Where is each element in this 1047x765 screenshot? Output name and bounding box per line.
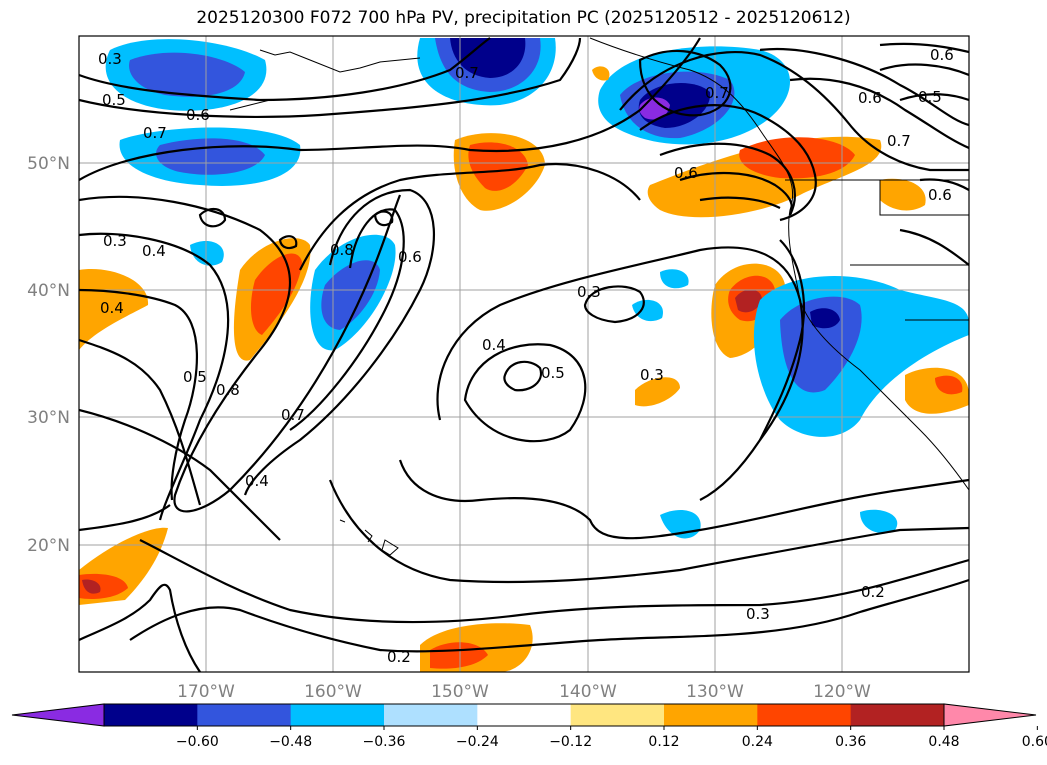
- shade-nw-darkblue: [129, 52, 245, 97]
- lon-axis-labels: 170°W 160°W 150°W 140°W 130°W 120°W: [177, 682, 871, 702]
- shade-n-red: [468, 142, 528, 191]
- shade-coast-dark: [780, 296, 862, 393]
- contour-label: 0.6: [674, 164, 698, 182]
- lat-label: 50°N: [27, 154, 70, 174]
- colorbar-frame: [103, 703, 945, 727]
- shade-nw2-dark: [156, 138, 265, 175]
- lat-label: 30°N: [27, 408, 70, 428]
- lon-label: 130°W: [686, 682, 744, 702]
- colorbar-label: −0.60: [176, 734, 219, 750]
- colorbar-label: 0.36: [835, 734, 866, 750]
- colorbar-swatch: [197, 704, 292, 726]
- colorbar-label: −0.36: [363, 734, 406, 750]
- contour-label: 0.5: [541, 364, 565, 382]
- lon-label: 140°W: [559, 682, 617, 702]
- contour-label: 0.6: [928, 186, 952, 204]
- contour-label: 0.4: [482, 336, 506, 354]
- shade-sw-darkred: [82, 579, 101, 594]
- colorbar-swatch: [757, 704, 852, 726]
- colorbar-swatch: [850, 704, 945, 726]
- shade-s-blue2: [860, 509, 898, 534]
- contour-label: 0.3: [98, 50, 122, 68]
- pv-contours: [79, 37, 969, 672]
- colorbar-label: −0.48: [269, 734, 312, 750]
- colorbar-label: 0.12: [648, 734, 679, 750]
- contour-label: 0.3: [103, 232, 127, 250]
- shade-w-blue: [190, 241, 224, 266]
- shade-n-deep: [450, 38, 526, 78]
- colorbar-swatch: [664, 704, 758, 726]
- contour-label: 0.3: [577, 283, 601, 301]
- shade-mid-orange: [635, 377, 680, 407]
- colorbar-extend-high: [943, 703, 1037, 727]
- contour-label: 0.6: [858, 89, 882, 107]
- contour-label: 0.6: [398, 248, 422, 266]
- shade-mid-blue: [660, 269, 689, 289]
- lat-axis-labels: 50°N 40°N 30°N 20°N: [27, 154, 70, 556]
- contour-label: 0.5: [918, 88, 942, 106]
- colorbar-swatch: [384, 704, 478, 726]
- contour-label: 0.4: [142, 242, 166, 260]
- shade-e3-red: [935, 375, 963, 395]
- contour-label: 0.4: [100, 299, 124, 317]
- lon-label: 170°W: [177, 682, 235, 702]
- colorbar-swatch: [104, 704, 198, 726]
- map-title: 2025120300 F072 700 hPa PV, precipitatio…: [196, 8, 851, 28]
- colorbar: −0.60 −0.48 −0.36 −0.24 −0.12 0.12 0.24 0.36 0.4…: [11, 703, 1047, 750]
- colorbar-label: 0.24: [742, 734, 773, 750]
- contour-label: 0.8: [216, 381, 240, 399]
- colorbar-label: 0.48: [928, 734, 959, 750]
- shade-ne-red: [739, 137, 855, 179]
- contour-label: 0.6: [186, 106, 210, 124]
- contour-label: 0.6: [930, 46, 954, 64]
- colorbar-swatch: [290, 704, 385, 726]
- contour-label: 0.2: [861, 583, 885, 601]
- colorbar-label: −0.24: [456, 734, 499, 750]
- contour-label: 0.7: [143, 124, 167, 142]
- contour-label: 0.7: [887, 132, 911, 150]
- shade-trough-dark: [321, 260, 380, 330]
- contour-label: 0.5: [102, 91, 126, 109]
- lon-label: 150°W: [431, 682, 489, 702]
- colorbar-label: 0.60: [1022, 734, 1047, 750]
- shade-coast-navy: [810, 308, 840, 329]
- colorbar-swatch: [570, 704, 665, 726]
- lon-label: 120°W: [813, 682, 871, 702]
- lon-label: 160°W: [304, 682, 362, 702]
- shade-e-orange: [880, 178, 926, 211]
- colorbar-swatch: [477, 704, 572, 726]
- contour-label: 0.7: [455, 64, 479, 82]
- contour-label: 0.4: [245, 472, 269, 490]
- precip-shading: [79, 38, 969, 672]
- lat-label: 40°N: [27, 281, 70, 301]
- contour-label: 0.5: [183, 368, 207, 386]
- shade-ne-orange3: [592, 66, 610, 81]
- shade-mid-blue2: [632, 299, 663, 322]
- colorbar-label: −0.12: [549, 734, 592, 750]
- lat-label: 20°N: [27, 536, 70, 556]
- colorbar-extend-low: [11, 703, 105, 727]
- shade-w-orange: [79, 269, 149, 350]
- contour-label: 0.3: [640, 366, 664, 384]
- shade-e-darkred: [735, 289, 762, 313]
- contour-label: 0.8: [330, 241, 354, 259]
- contour-label: 0.7: [281, 406, 305, 424]
- plot-frame: [78, 35, 970, 673]
- contour-labels: 0.3 0.7 0.5 0.6 0.7 0.3 0.4 0.4 0.8 0.6 …: [98, 46, 954, 666]
- contour-label: 0.3: [746, 605, 770, 623]
- contour-label: 0.2: [387, 648, 411, 666]
- contour-label: 0.7: [705, 84, 729, 102]
